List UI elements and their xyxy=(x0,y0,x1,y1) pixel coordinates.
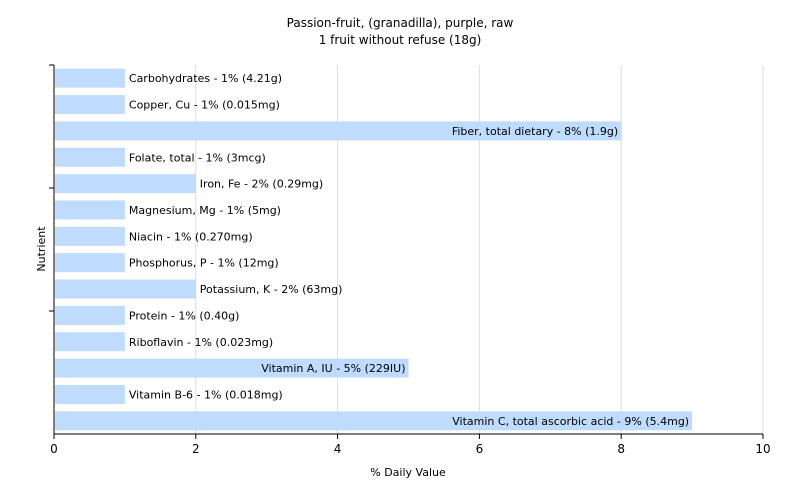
y-axis-label: Nutrient xyxy=(35,226,48,272)
chart-title: Passion-fruit, (granadilla), purple, raw xyxy=(287,16,514,30)
x-tick-label-3: 6 xyxy=(476,442,484,456)
bar-label-11: Vitamin A, IU - 5% (229IU) xyxy=(261,362,405,375)
bar-label-0: Carbohydrates - 1% (4.21g) xyxy=(129,72,282,85)
bar-7 xyxy=(55,253,125,273)
x-tick-label-1: 2 xyxy=(192,442,200,456)
bar-5 xyxy=(55,200,125,220)
bar-label-6: Niacin - 1% (0.270mg) xyxy=(129,230,253,243)
x-tick-label-5: 10 xyxy=(755,442,770,456)
bar-label-12: Vitamin B-6 - 1% (0.018mg) xyxy=(129,388,283,401)
bar-11 xyxy=(55,358,409,378)
bar-label-8: Potassium, K - 2% (63mg) xyxy=(200,283,343,296)
bar-label-1: Copper, Cu - 1% (0.015mg) xyxy=(129,99,280,112)
bar-13 xyxy=(55,411,693,431)
x-tick-label-4: 8 xyxy=(617,442,625,456)
grid-lines xyxy=(195,65,764,434)
bar-label-10: Riboflavin - 1% (0.023mg) xyxy=(129,336,273,349)
x-tick-label-2: 4 xyxy=(334,442,342,456)
x-axis-label: % Daily Value xyxy=(370,466,446,479)
bar-label-4: Iron, Fe - 2% (0.29mg) xyxy=(200,178,323,191)
bar-4 xyxy=(55,174,196,194)
bar-label-5: Magnesium, Mg - 1% (5mg) xyxy=(129,204,281,217)
bar-8 xyxy=(55,279,196,299)
bar-12 xyxy=(55,384,125,404)
x-tick-label-0: 0 xyxy=(50,442,58,456)
bar-label-3: Folate, total - 1% (3mcg) xyxy=(129,151,266,164)
bar-9 xyxy=(55,305,125,325)
bar-labels: Carbohydrates - 1% (4.21g) Copper, Cu - 1… xyxy=(129,72,689,428)
chart-subtitle: 1 fruit without refuse (18g) xyxy=(319,33,482,47)
bar-2 xyxy=(55,121,622,141)
axes: 0 2 4 6 8 10 xyxy=(49,64,771,456)
bar-label-13: Vitamin C, total ascorbic acid - 9% (5.4… xyxy=(452,415,689,428)
bar-10 xyxy=(55,332,125,352)
bar-0 xyxy=(55,68,125,88)
bar-label-7: Phosphorus, P - 1% (12mg) xyxy=(129,257,279,270)
bars xyxy=(55,68,693,431)
bar-label-9: Protein - 1% (0.40g) xyxy=(129,309,240,322)
bar-3 xyxy=(55,147,125,167)
bar-1 xyxy=(55,95,125,115)
bar-label-2: Fiber, total dietary - 8% (1.9g) xyxy=(452,125,618,138)
bar-6 xyxy=(55,226,125,246)
